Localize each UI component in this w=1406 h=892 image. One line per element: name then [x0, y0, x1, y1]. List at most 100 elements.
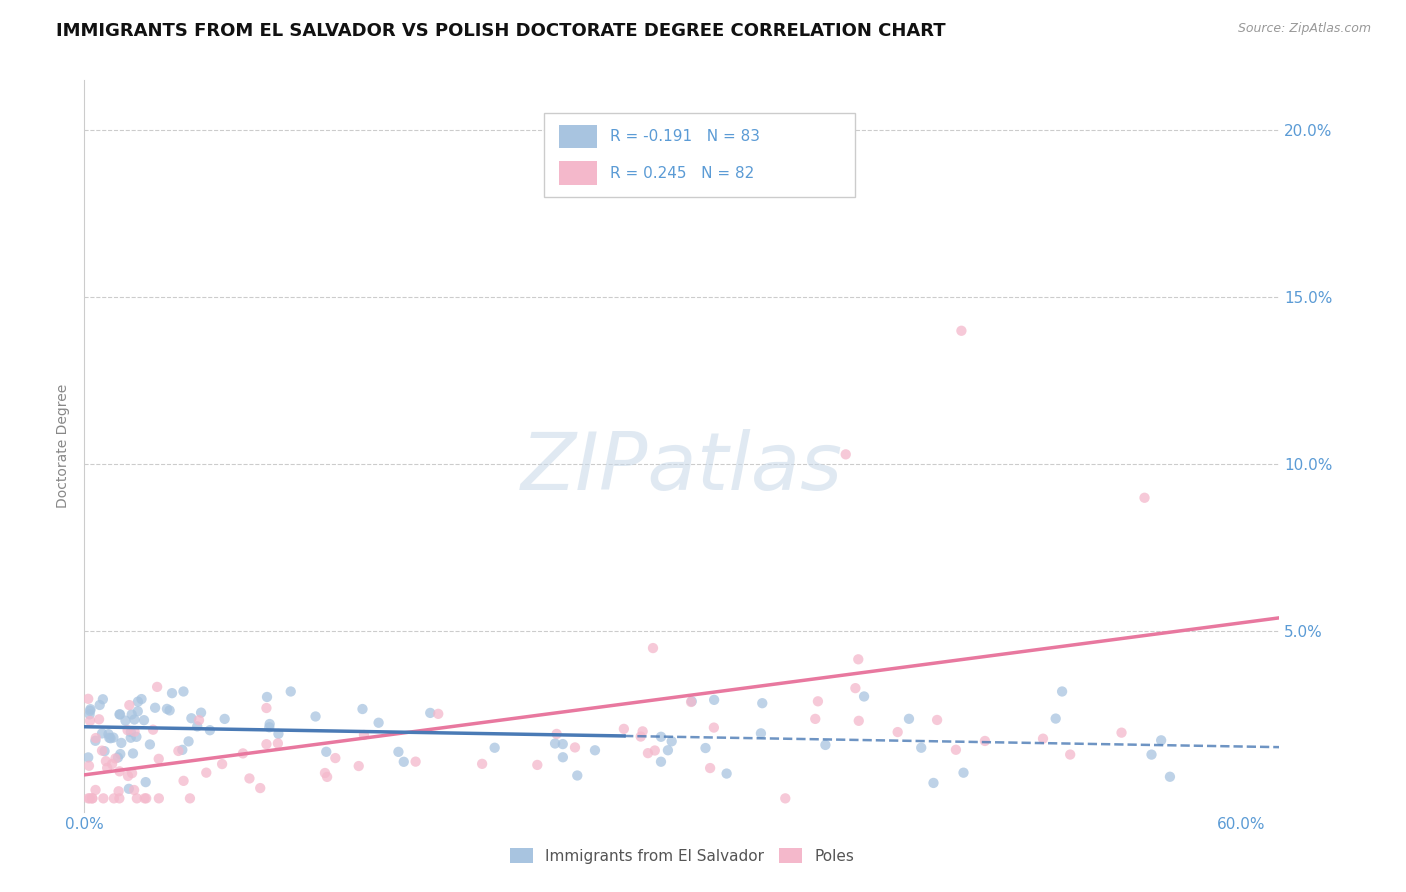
Point: [79, 702, 101, 716]
Point: [249, 780, 271, 795]
Point: [108, 707, 131, 722]
Point: [77, 750, 100, 764]
Point: [758, 157, 780, 171]
Point: [127, 695, 149, 709]
Point: [945, 743, 967, 757]
Point: [103, 791, 125, 805]
Point: [259, 720, 281, 734]
Point: [353, 728, 375, 742]
Point: [160, 686, 183, 700]
Point: [131, 692, 153, 706]
Point: [703, 693, 725, 707]
Point: [122, 783, 145, 797]
Point: [79, 707, 101, 722]
Legend: Immigrants from El Salvador, Poles: Immigrants from El Salvador, Poles: [503, 842, 860, 870]
Point: [107, 784, 129, 798]
Point: [583, 743, 606, 757]
Point: [814, 738, 837, 752]
Point: [146, 680, 169, 694]
Point: [844, 681, 866, 695]
Point: [325, 751, 347, 765]
Point: [96, 761, 118, 775]
Point: [172, 684, 194, 698]
FancyBboxPatch shape: [544, 113, 855, 197]
Point: [661, 734, 683, 748]
Point: [254, 701, 277, 715]
Point: [650, 755, 672, 769]
Point: [1133, 491, 1156, 505]
Point: [922, 776, 945, 790]
FancyBboxPatch shape: [558, 125, 598, 148]
Point: [925, 713, 948, 727]
Y-axis label: Doctorate Degree: Doctorate Degree: [56, 384, 70, 508]
Point: [108, 791, 131, 805]
Point: [120, 731, 142, 745]
Point: [159, 703, 181, 717]
Point: [405, 755, 427, 769]
Point: [91, 726, 114, 740]
Point: [699, 761, 721, 775]
Point: [526, 758, 548, 772]
Point: [84, 733, 107, 747]
Point: [471, 756, 494, 771]
Point: [79, 714, 101, 728]
Point: [716, 766, 738, 780]
Point: [267, 736, 290, 750]
Point: [392, 755, 415, 769]
Point: [267, 727, 290, 741]
Point: [214, 712, 236, 726]
Point: [195, 765, 218, 780]
Point: [127, 704, 149, 718]
Point: [637, 746, 659, 760]
Point: [347, 759, 370, 773]
Point: [910, 740, 932, 755]
Point: [846, 652, 869, 666]
Text: IMMIGRANTS FROM EL SALVADOR VS POLISH DOCTORATE DEGREE CORRELATION CHART: IMMIGRANTS FROM EL SALVADOR VS POLISH DO…: [56, 22, 946, 40]
Point: [186, 719, 208, 733]
Point: [139, 738, 162, 752]
Point: [97, 727, 120, 741]
Point: [84, 731, 107, 745]
Point: [143, 700, 166, 714]
Point: [142, 723, 165, 737]
Point: [117, 723, 139, 738]
Point: [93, 791, 115, 805]
Point: [93, 744, 115, 758]
Point: [211, 757, 233, 772]
Point: [110, 736, 132, 750]
Point: [77, 791, 100, 805]
Point: [974, 734, 997, 748]
Point: [77, 691, 100, 706]
Point: [419, 706, 441, 720]
Point: [387, 745, 409, 759]
Point: [125, 730, 148, 744]
Point: [835, 447, 858, 461]
Point: [544, 737, 567, 751]
Point: [630, 730, 652, 744]
Point: [108, 707, 131, 722]
Point: [177, 734, 200, 748]
Point: [657, 743, 679, 757]
Point: [180, 711, 202, 725]
Point: [1059, 747, 1081, 762]
Point: [1045, 712, 1067, 726]
Point: [107, 750, 129, 764]
Text: Source: ZipAtlas.com: Source: ZipAtlas.com: [1237, 22, 1371, 36]
Point: [950, 324, 973, 338]
Point: [897, 712, 920, 726]
Point: [125, 791, 148, 805]
Point: [148, 752, 170, 766]
Point: [352, 702, 374, 716]
Point: [644, 743, 666, 757]
Point: [132, 713, 155, 727]
Point: [749, 726, 772, 740]
Point: [304, 709, 326, 723]
Point: [100, 731, 122, 746]
Point: [1050, 684, 1073, 698]
Point: [91, 692, 114, 706]
Point: [79, 704, 101, 718]
Point: [551, 750, 574, 764]
Point: [135, 791, 157, 805]
Point: [1159, 770, 1181, 784]
Point: [84, 783, 107, 797]
